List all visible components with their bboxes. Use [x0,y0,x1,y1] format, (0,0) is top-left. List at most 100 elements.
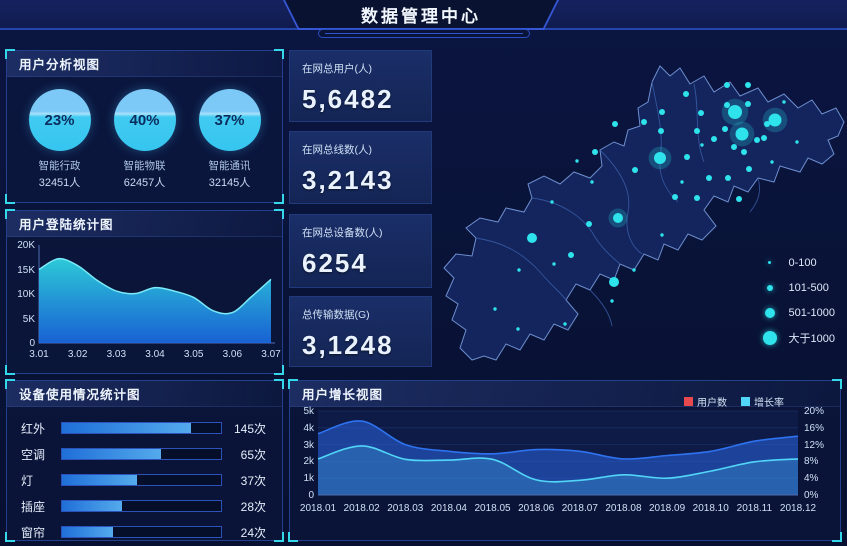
legend-label: 0-100 [788,256,817,269]
device-bar-fill [62,501,123,511]
map-dot [552,262,556,266]
liquid-gauge: 37% [198,89,261,151]
device-usage-row: 红外 145次 [21,415,266,441]
device-label: 插座 [21,499,46,514]
map-dot [658,128,664,134]
growth-area-chart: 0 1k 2k 3k 4k 5k 0% 4% 8% 12% 16% 20% 2018.01 2018.02… [290,403,842,542]
corner-decor [5,379,15,389]
gauge-comms: 37% 智能通讯 32145人 [190,89,270,190]
map-dot [728,105,742,119]
corner-decor [274,49,284,59]
panel-title-user-analysis: 用户分析视图 [19,58,101,72]
stat-card-total-data: 总传输数据(G) 3,1248 [289,296,432,367]
device-bar-fill [62,449,161,459]
axis-tick-label: 10K [17,289,35,300]
legend-label: 501-1000 [788,306,836,319]
device-usage-row: 插座 28次 [21,493,266,519]
region-bubble-map: 0-100 101-500 501-1000 大于1000 [432,42,847,372]
corner-decor [5,532,15,542]
map-dot [722,126,728,132]
map-dot [694,128,700,134]
stat-label: 在网总用户(人) [302,63,372,75]
corner-decor [274,379,284,389]
map-dot [659,109,665,115]
map-dot [745,82,751,88]
legend-item-users: 用户数 [684,394,727,409]
growth-chart-legend: 用户数 增长率 [684,394,784,409]
map-dot [745,101,751,107]
axis-tick-label: 0% [804,490,819,501]
gauge-count: 32145人 [208,177,251,189]
axis-tick-label: 5K [22,313,35,325]
axis-tick-label: 3.05 [183,349,204,360]
gauge-admin: 23% 智能行政 32451人 [20,89,100,190]
device-bar-track [61,422,222,434]
stat-value: 5,6482 [302,84,394,114]
legend-label: 101-500 [788,281,829,294]
map-dot [609,277,619,287]
gauge-count: 62457人 [123,177,166,189]
axis-tick-label: 20K [17,240,35,251]
gauge-percent: 23% [44,111,75,129]
corner-decor [274,532,284,542]
corner-decor [5,194,15,204]
corner-decor [832,532,842,542]
map-dot [568,252,574,258]
map-dot [741,149,747,155]
axis-tick-label: 2018.09 [649,503,686,514]
panel-title-device-usage: 设备使用情况统计图 [19,388,141,402]
stat-card-total-devices: 在网总设备数(人) 6254 [289,214,432,288]
map-dot [563,322,567,326]
gauge-percent: 40% [129,111,160,129]
panel-title-user-growth: 用户增长视图 [302,388,384,402]
axis-tick-label: 4% [804,473,819,485]
device-label: 灯 [21,473,34,488]
map-dot [575,159,579,163]
map-dot [641,119,647,125]
corner-decor [5,365,15,375]
growth-chart-svg [317,410,799,496]
device-value: 24次 [240,525,266,540]
legend-swatch-cyan [741,397,750,406]
device-bar-track [61,448,222,460]
legend-item-rate: 增长率 [741,394,784,409]
stat-value: 6254 [302,248,368,278]
device-value: 28次 [240,499,266,514]
axis-tick-label: 2018.05 [474,503,511,514]
panel-login-stats: 用户登陆统计图 0 5K 10K 15K 20K 3.01 3.02 3.03 3.04 3.05… [5,209,284,375]
map-svg [443,65,845,361]
stat-value: 3,1248 [302,330,394,360]
legend-row: 0-100 [759,250,836,275]
page-title: 数据管理中心 [361,6,481,26]
stat-card-total-users: 在网总用户(人) 5,6482 [289,50,432,122]
map-legend: 0-100 101-500 501-1000 大于1000 [759,250,836,350]
map-dot [731,144,737,150]
map-dot [725,175,731,181]
map-dot [795,140,799,144]
top-bar: 数据管理中心 [0,0,847,30]
map-dot [654,152,666,164]
axis-tick-label: 2018.10 [692,503,729,514]
axis-tick-label: 3.02 [67,349,88,360]
map-dot [761,135,767,141]
legend-dot-icon [768,261,771,264]
map-dot [770,160,774,164]
corner-decor [274,194,284,204]
device-usage-row: 窗帘 24次 [21,519,266,545]
corner-decor [832,379,842,389]
corner-decor [274,365,284,375]
legend-label: 大于1000 [788,332,835,345]
gauge-label: 智能物联 [123,160,166,172]
map-dot-layer [493,82,799,331]
map-dot [724,82,730,88]
device-label: 窗帘 [21,525,46,540]
device-value: 37次 [240,473,266,488]
gauge-label: 智能通讯 [208,160,251,172]
axis-tick-label: 5k [303,406,314,417]
map-dot [684,154,690,160]
map-dot [610,299,614,303]
stat-card-total-lines: 在网总线数(人) 3,2143 [289,131,432,204]
axis-tick-label: 2018.07 [561,503,598,514]
map-dot [493,307,497,311]
corner-decor [288,532,298,542]
